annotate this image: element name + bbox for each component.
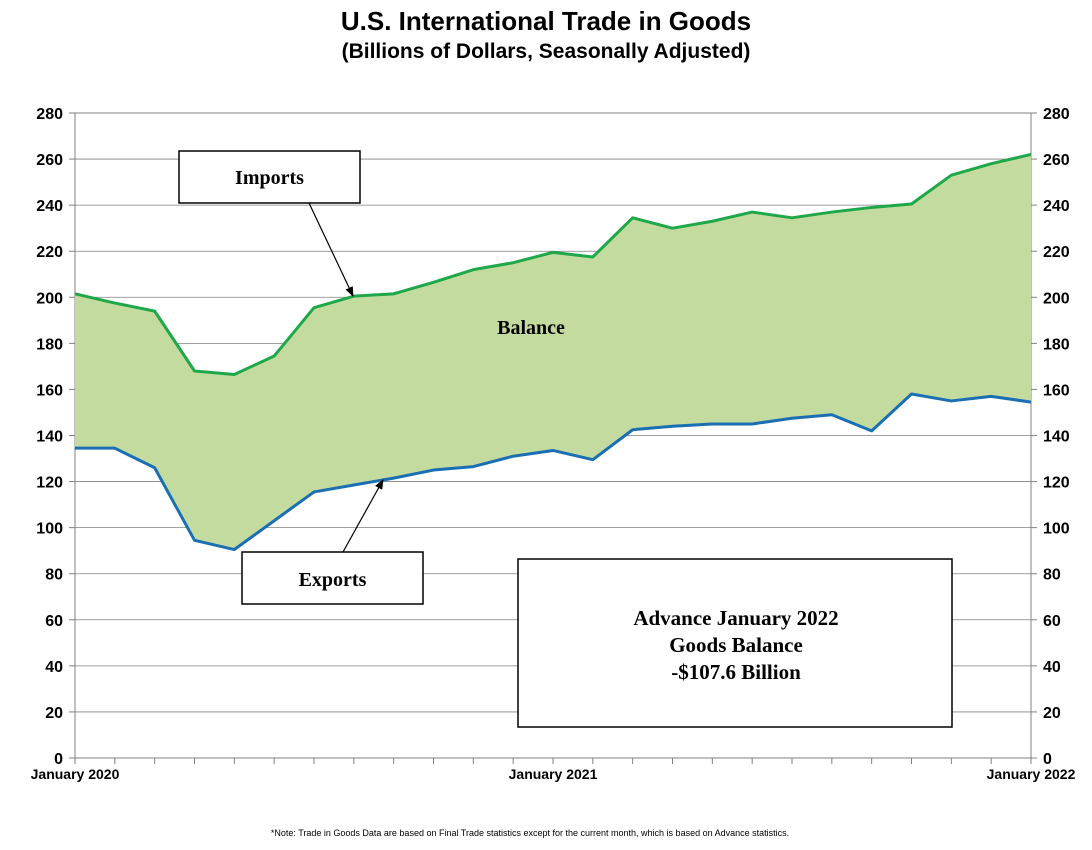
y-tick-label-left: 40 [45,659,63,676]
exports-callout-box [241,551,424,605]
y-tick-label-right: 240 [1043,198,1070,215]
x-tick-label: January 2022 [987,766,1076,782]
series-lines [74,153,1032,552]
exports-line [75,392,1032,552]
y-tick-label-left: 280 [36,106,63,123]
y-tick-label-left: 100 [36,521,63,538]
y-tick-label-right: 80 [1043,567,1061,584]
advance-value: -$107.6 Billion [671,660,801,684]
imports-line [74,153,1032,376]
advance-title: Advance January 2022 [633,606,838,630]
y-tick-label-left: 0 [54,751,63,768]
balance-area [75,154,1031,550]
y-tick-label-left: 220 [36,244,63,261]
balance-label: Balance [497,317,565,339]
x-tick-label: January 2021 [509,766,598,782]
y-tick-label-right: 0 [1043,751,1052,768]
chart-subtitle: (Billions of Dollars, Seasonally Adjuste… [341,40,751,63]
y-tick-label-right: 260 [1043,152,1070,169]
y-tick-label-right: 140 [1043,429,1070,446]
y-tick-label-right: 100 [1043,521,1070,538]
imports-callout-label: Imports [235,167,304,189]
y-tick-label-right: 20 [1043,705,1061,722]
y-tick-label-right: 40 [1043,659,1061,676]
footnote: *Note: Trade in Goods Data are based on … [270,828,790,838]
exports-callout: Exports [241,479,424,605]
y-tick-label-left: 140 [36,429,63,446]
imports-callout-box [178,150,361,204]
y-tick-label-right: 200 [1043,290,1070,307]
advance-box-frame [517,558,953,728]
advance-balance-box: Advance January 2022 Goods Balance -$107… [517,558,953,728]
y-tick-label-right: 160 [1043,382,1070,399]
y-tick-label-left: 260 [36,152,63,169]
chart-title: U.S. International Trade in Goods [340,6,752,36]
y-tick-label-left: 180 [36,336,63,353]
y-tick-label-left: 20 [45,705,63,722]
y-tick-label-right: 60 [1043,613,1061,630]
y-tick-label-left: 240 [36,198,63,215]
y-tick-label-left: 120 [36,475,63,492]
y-tick-label-right: 180 [1043,336,1070,353]
y-tick-label-right: 280 [1043,106,1070,123]
y-tick-label-left: 200 [36,290,63,307]
exports-callout-label: Exports [299,569,367,591]
y-tick-label-right: 120 [1043,475,1070,492]
y-tick-label-left: 60 [45,613,63,630]
y-tick-label-right: 220 [1043,244,1070,261]
exports-arrow [342,479,384,553]
x-tick-label: January 2020 [31,766,120,782]
axes: 0 0 20 20 40 40 60 60 80 80 100 100 120 120 140 140 160 1… [31,106,1076,782]
imports-arrow [308,202,354,297]
advance-subtitle: Goods Balance [669,633,803,657]
y-tick-label-left: 160 [36,382,63,399]
y-tick-label-left: 80 [45,567,63,584]
imports-callout: Imports [178,150,361,297]
